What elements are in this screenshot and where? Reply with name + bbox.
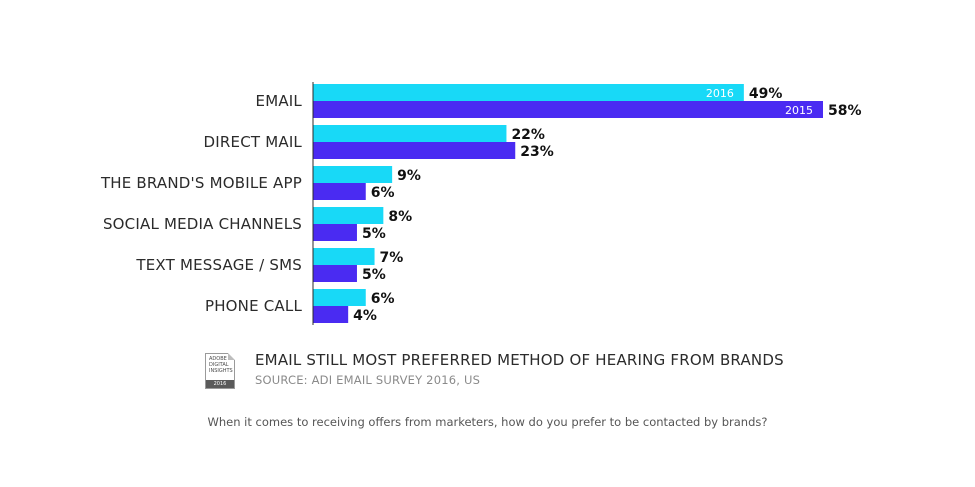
data-label: 49% xyxy=(749,86,783,102)
bar-2015 xyxy=(313,183,366,200)
category-label: SOCIAL MEDIA CHANNELS xyxy=(103,215,302,233)
data-label: 23% xyxy=(520,144,554,160)
bar-2015 xyxy=(313,265,357,282)
bar-2016 xyxy=(313,289,366,306)
legend-series-label: 2015 xyxy=(785,104,813,117)
badge-line-3: INSIGHTS xyxy=(209,368,233,374)
bar-2016 xyxy=(313,84,744,101)
bar-chart: EMAIL 49% 2016 58% 2015 DIRECT MAIL 22%23% THE … xyxy=(100,82,862,325)
data-label: 6% xyxy=(371,291,395,307)
bar-2015 xyxy=(313,306,349,323)
data-label: 5% xyxy=(362,226,386,242)
chart-caption: ADOBE DIGITAL INSIGHTS 2016 EMAIL STILL … xyxy=(205,350,845,396)
badge-year: 2016 xyxy=(206,380,234,388)
data-label: 4% xyxy=(353,308,377,324)
badge-line-1: ADOBE xyxy=(209,356,227,362)
bar-2016 xyxy=(313,125,507,142)
data-label: 58% xyxy=(828,103,862,119)
data-label: 22% xyxy=(511,127,545,143)
data-label: 6% xyxy=(371,185,395,201)
bar-2016 xyxy=(313,166,393,183)
category-label: EMAIL xyxy=(256,92,303,110)
data-label: 5% xyxy=(362,267,386,283)
bar-2015 xyxy=(313,142,516,159)
data-label: 7% xyxy=(380,250,404,266)
data-label: 9% xyxy=(397,168,421,184)
badge-line-2: DIGITAL xyxy=(209,362,229,368)
bar-2016 xyxy=(313,248,375,265)
bar-2016 xyxy=(313,207,384,224)
chart-source: SOURCE: ADI EMAIL SURVEY 2016, US xyxy=(255,373,481,387)
adobe-digital-insights-logo-icon: ADOBE DIGITAL INSIGHTS 2016 xyxy=(205,353,235,389)
category-label: DIRECT MAIL xyxy=(204,133,303,151)
category-label: THE BRAND'S MOBILE APP xyxy=(100,174,302,192)
data-label: 8% xyxy=(388,209,412,225)
survey-question: When it comes to receiving offers from m… xyxy=(207,415,768,429)
category-label: PHONE CALL xyxy=(205,297,302,315)
category-label: TEXT MESSAGE / SMS xyxy=(135,256,302,274)
chart-headline: EMAIL STILL MOST PREFERRED METHOD OF HEA… xyxy=(255,351,784,369)
legend-series-label: 2016 xyxy=(706,87,734,100)
bar-2015 xyxy=(313,224,357,241)
bar-2015 xyxy=(313,101,823,118)
